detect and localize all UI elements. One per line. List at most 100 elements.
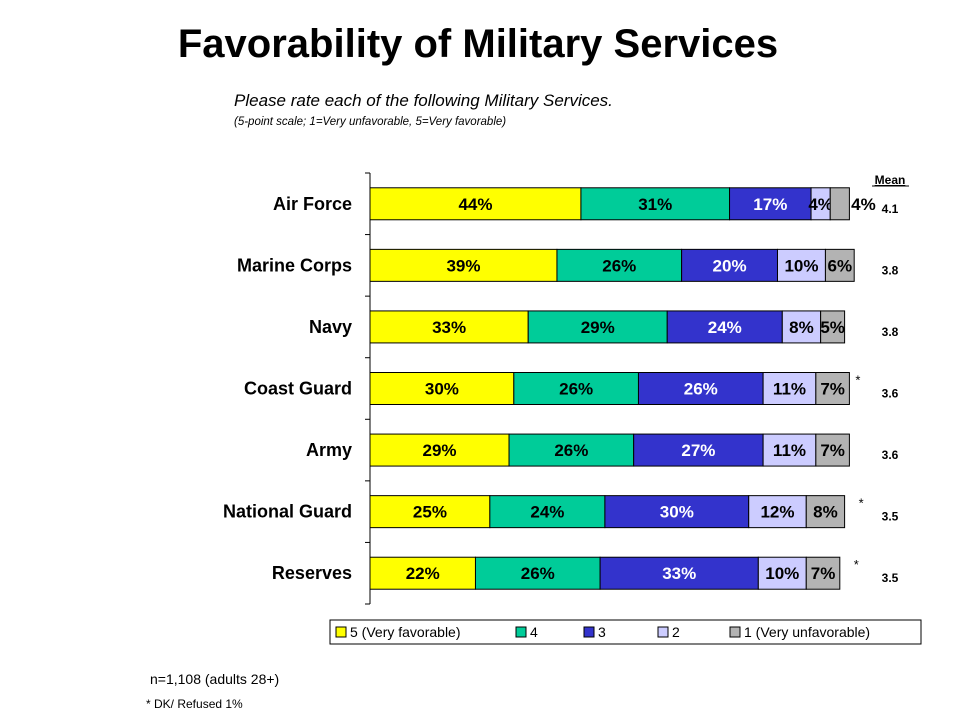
data-label: 26% [559,380,593,399]
dk-refused-note: * DK/ Refused 1% [146,697,243,711]
data-label: 29% [581,318,615,337]
bar-segment [369,556,476,590]
legend-label: 4 [530,624,538,640]
bar-segment [513,372,639,405]
bar-segment [527,310,668,344]
data-label: 4% [808,195,833,214]
data-label: 26% [602,256,636,275]
data-label: 30% [425,380,459,399]
bar-segment [815,433,850,467]
mean-value: 3.5 [882,510,899,524]
data-label: 10% [765,564,799,583]
legend-swatch [729,626,741,638]
bar-segment [369,248,558,282]
bar-segment [489,495,606,529]
bar-segment [556,248,683,282]
mean-value: 3.8 [882,263,899,277]
data-label: 39% [446,256,480,275]
data-label: 5% [820,318,845,337]
asterisk-mark: * [855,373,860,388]
bar-segment [369,187,582,221]
legend-box [329,619,922,645]
category-label: Air Force [273,194,352,214]
data-label: 26% [521,564,555,583]
bar-segment [757,556,807,590]
bar-segment [824,248,855,282]
sample-size-note: n=1,108 (adults 28+) [150,671,280,687]
chart-title: Favorability of Military Services [177,22,779,66]
bar-segment [776,248,826,282]
category-label: National Guard [223,502,352,522]
mean-value: 3.6 [882,387,899,401]
asterisk-mark: * [859,496,864,511]
bar-segment [633,433,764,467]
chart-subtitle: Please rate each of the following Milita… [234,91,613,110]
bar-segment [805,556,841,590]
data-label: 6% [828,256,853,275]
data-label: 7% [820,441,845,460]
data-label: 17% [753,195,787,214]
category-label: Marine Corps [237,255,352,275]
data-label: 29% [422,441,456,460]
mean-value: 3.8 [882,325,899,339]
bar-segment [762,372,817,405]
bar-segment [604,495,750,529]
legend-swatch [583,626,595,638]
mean-value: 3.5 [882,571,899,585]
legend-swatch [515,626,527,638]
legend-label: 1 (Very unfavorable) [744,624,870,640]
mean-header: Mean [875,173,906,187]
data-label: 24% [530,503,564,522]
data-label: 27% [681,441,715,460]
bar-segment [815,372,850,405]
bar-segment [508,433,635,467]
category-label: Coast Guard [244,379,352,399]
bar-segment [805,495,846,529]
data-label: 33% [432,318,466,337]
data-label: 12% [760,503,794,522]
data-label: 22% [406,564,440,583]
bar-segment [599,556,759,590]
bar-segment [681,248,778,282]
bar-segment [829,187,850,221]
category-label: Navy [309,317,352,337]
data-label: 26% [554,441,588,460]
data-label: 25% [413,503,447,522]
data-label: 8% [813,503,838,522]
bar-segment [762,433,817,467]
category-label: Reserves [272,563,352,583]
bar-segment [637,372,764,405]
data-label: 30% [660,503,694,522]
bar-segment [781,310,822,344]
legend-label: 5 (Very favorable) [350,624,461,640]
bar-segment [369,372,515,405]
data-label: 11% [773,380,806,399]
bar-segment [580,187,731,221]
data-label: 20% [713,256,747,275]
legend-label: 2 [672,624,680,640]
mean-value: 3.6 [882,448,899,462]
bar-segment [369,495,491,529]
data-label: 26% [684,380,718,399]
data-label: 8% [789,318,814,337]
legend-label: 3 [598,624,606,640]
data-label: 11% [773,441,806,460]
data-label: 33% [662,564,696,583]
data-label: 4% [851,195,876,214]
data-label: 7% [811,564,836,583]
asterisk-mark: * [854,557,859,572]
scale-note: (5-point scale; 1=Very unfavorable, 5=Ve… [234,116,507,128]
bar-segment [820,310,846,344]
data-label: 31% [638,195,672,214]
bar-segment [748,495,807,529]
data-label: 10% [784,256,818,275]
bar-segment [369,433,510,467]
bar-segment [729,187,812,221]
data-label: 7% [820,380,845,399]
bar-segment [666,310,783,344]
category-label: Army [306,440,352,460]
data-label: 44% [458,195,492,214]
legend-swatch [335,626,347,638]
data-label: 24% [708,318,742,337]
